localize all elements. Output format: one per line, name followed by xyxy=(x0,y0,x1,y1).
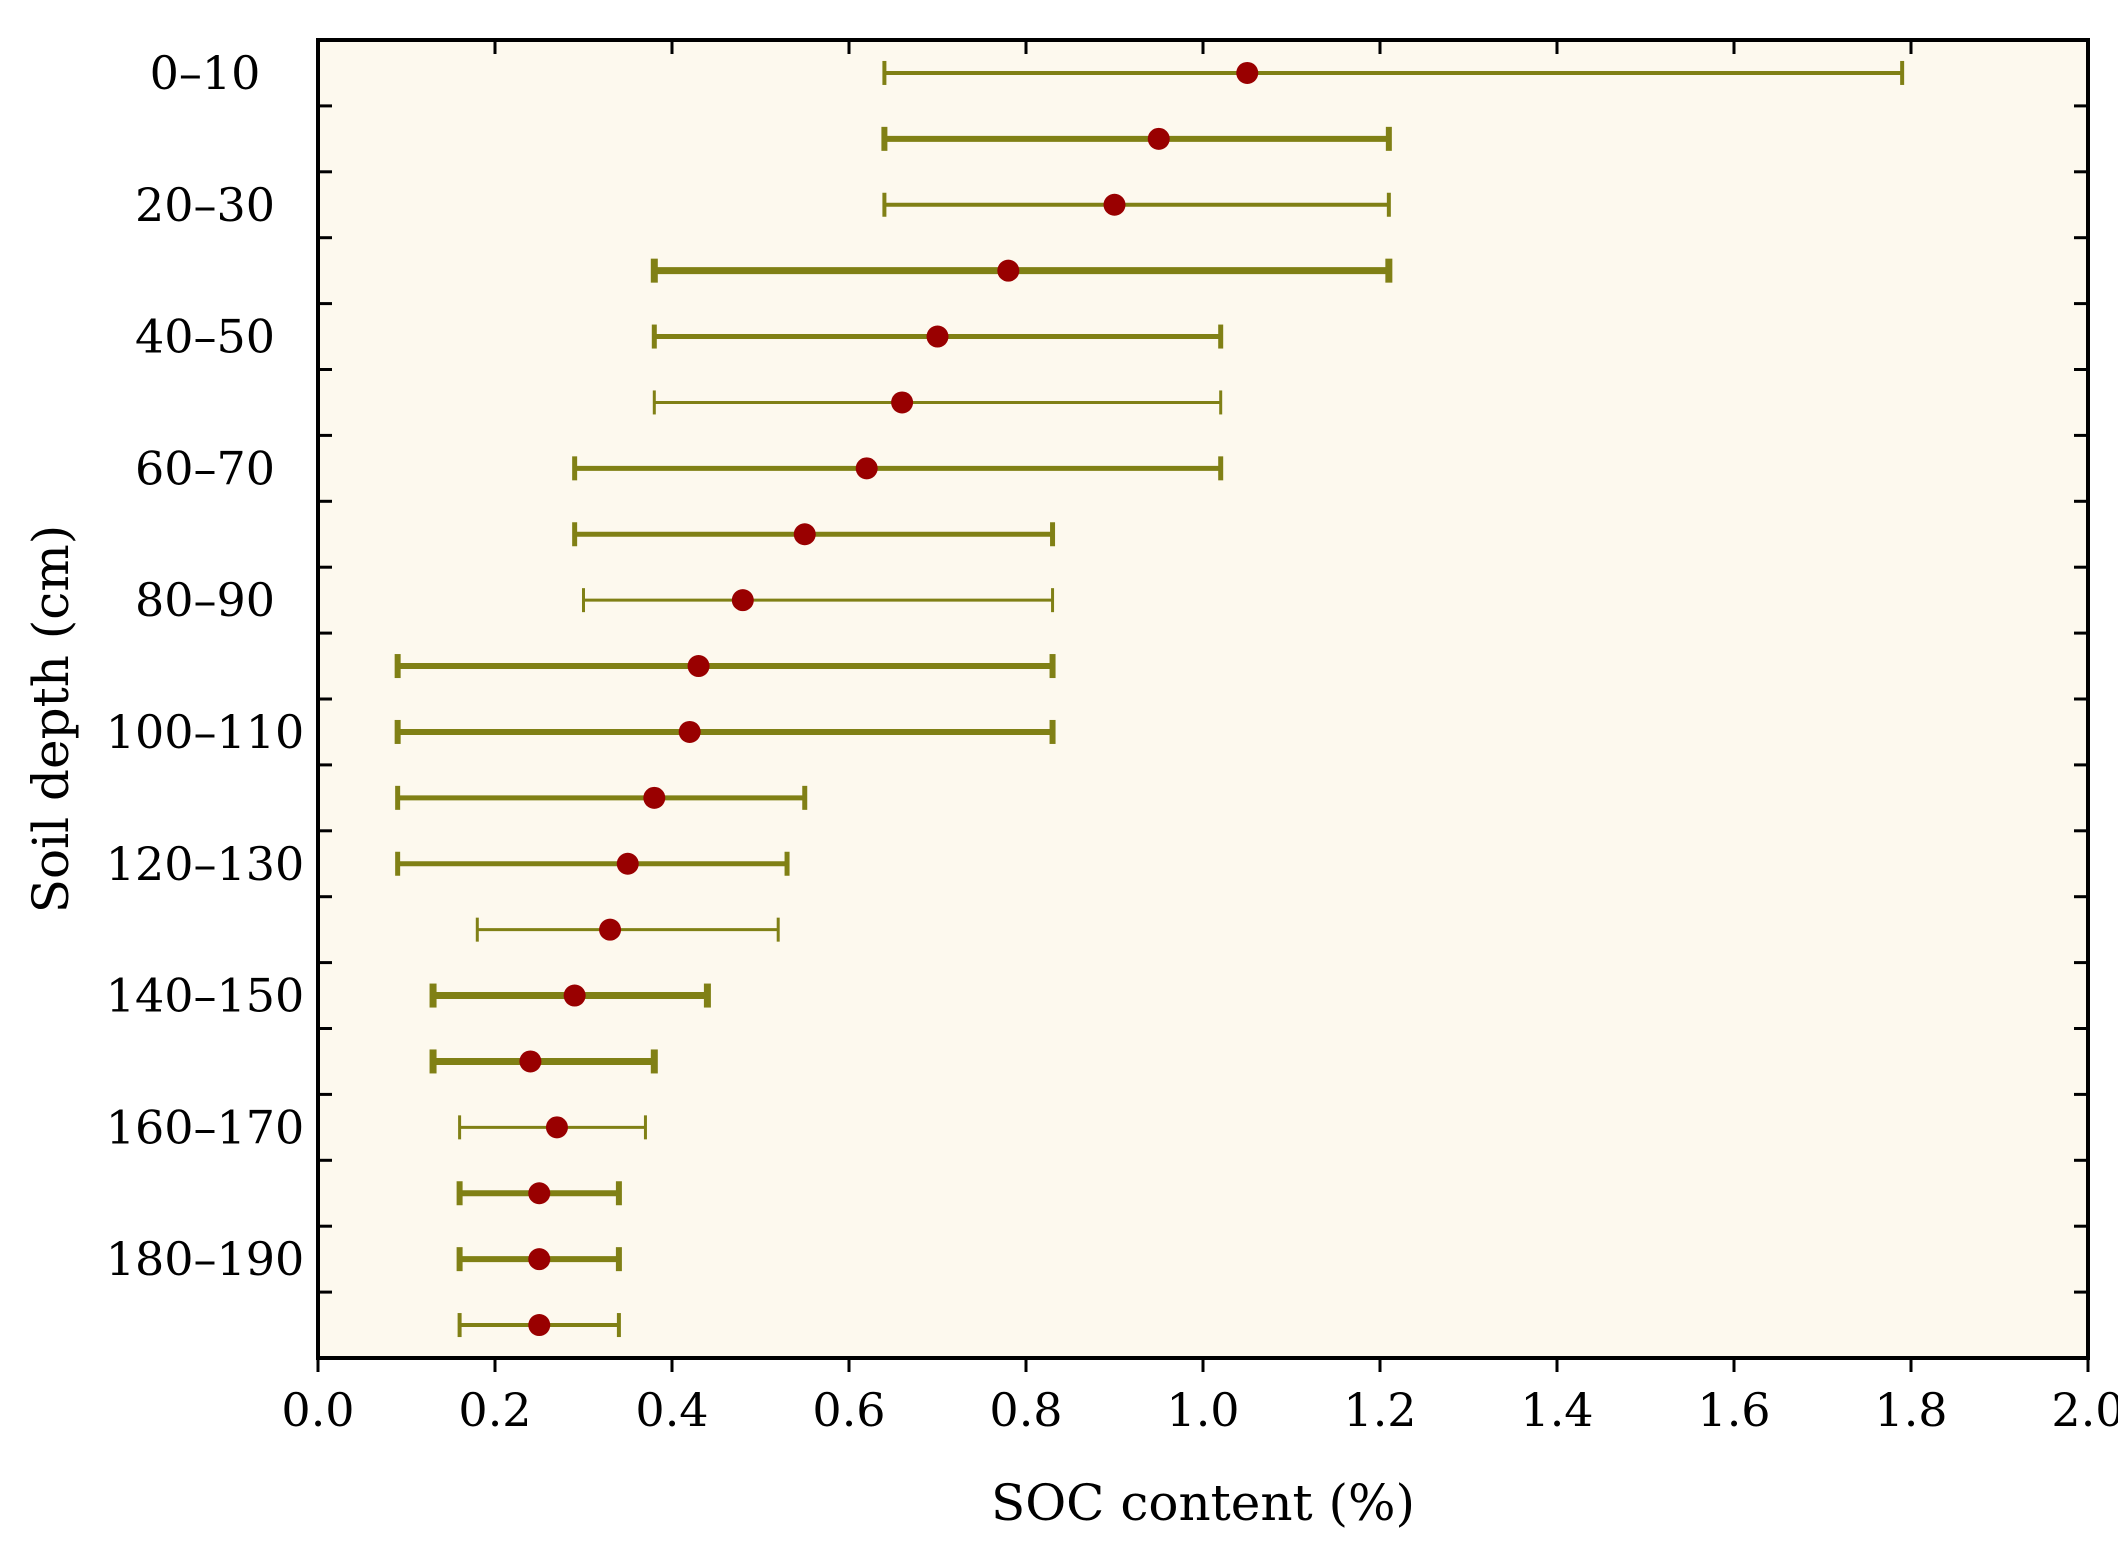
point-19 xyxy=(528,1248,551,1271)
point-17 xyxy=(545,1116,568,1139)
point-8 xyxy=(793,523,816,546)
x-axis: 0.0 0.2 0.4 0.6 0.8 1.0 1.2 1.4 1.6 1.8 2.0 xyxy=(281,40,2118,1437)
point-1 xyxy=(1236,61,1259,84)
x-tick-label: 1.4 xyxy=(1520,1383,1593,1437)
point-7 xyxy=(855,457,878,480)
errorbar-2 xyxy=(881,126,1392,151)
errorbar-10 xyxy=(394,654,1056,679)
point-group xyxy=(519,61,1259,1337)
errorbar-3 xyxy=(882,192,1391,217)
point-6 xyxy=(891,391,914,414)
y-tick-label: 40–50 xyxy=(135,310,275,364)
errorbar-11 xyxy=(394,719,1056,744)
x-tick-label: 0.8 xyxy=(989,1383,1062,1437)
y-tick-label: 20–30 xyxy=(135,178,275,232)
y-axis: 0–10 20–30 40–50 60–70 80–90 100–110 120–130 14… xyxy=(106,38,2088,1360)
x-tick-label: 1.6 xyxy=(1697,1383,1770,1437)
y-tick-label: 140–150 xyxy=(106,969,305,1023)
y-tick-label: 0–10 xyxy=(150,46,261,100)
point-16 xyxy=(519,1050,542,1073)
x-tick-label: 0.6 xyxy=(812,1383,885,1437)
errorbar-1 xyxy=(882,60,1905,85)
point-11 xyxy=(678,720,701,743)
errorbar-6 xyxy=(652,390,1223,415)
point-13 xyxy=(616,852,639,875)
point-12 xyxy=(643,786,666,809)
errorbar-14 xyxy=(475,917,780,942)
point-4 xyxy=(997,259,1020,282)
x-tick-label: 0.4 xyxy=(635,1383,708,1437)
y-axis-title: Soil depth (cm) xyxy=(22,525,80,913)
x-tick-label: 0.2 xyxy=(458,1383,531,1437)
y-tick-label: 100–110 xyxy=(106,705,305,759)
y-tick-label: 60–70 xyxy=(135,441,275,495)
errorbar-4 xyxy=(650,258,1393,283)
x-tick-label: 1.8 xyxy=(1874,1383,1947,1437)
point-20 xyxy=(528,1314,551,1337)
errorbar-7 xyxy=(572,456,1224,481)
x-axis-title: SOC content (%) xyxy=(991,1474,1415,1532)
point-10 xyxy=(687,655,710,678)
point-18 xyxy=(528,1182,551,1205)
y-tick-label: 120–130 xyxy=(106,837,305,891)
point-9 xyxy=(731,589,754,612)
errorbar-12 xyxy=(395,785,808,810)
y-tick-label: 80–90 xyxy=(135,573,275,627)
errorbar-9 xyxy=(582,588,1055,613)
point-2 xyxy=(1147,127,1170,150)
point-14 xyxy=(599,918,622,941)
errorbar-16 xyxy=(429,1049,658,1074)
errorbar-13 xyxy=(395,851,790,876)
point-5 xyxy=(926,325,949,348)
y-tick-label: 180–190 xyxy=(106,1232,305,1286)
y-tick-label: 160–170 xyxy=(106,1100,305,1154)
x-tick-label: 2.0 xyxy=(2051,1383,2118,1437)
x-tick-label: 0.0 xyxy=(281,1383,354,1437)
x-tick-label: 1.0 xyxy=(1166,1383,1239,1437)
x-tick-label: 1.2 xyxy=(1343,1383,1416,1437)
point-3 xyxy=(1103,193,1126,216)
point-15 xyxy=(563,984,586,1007)
plot-background xyxy=(318,40,2088,1358)
